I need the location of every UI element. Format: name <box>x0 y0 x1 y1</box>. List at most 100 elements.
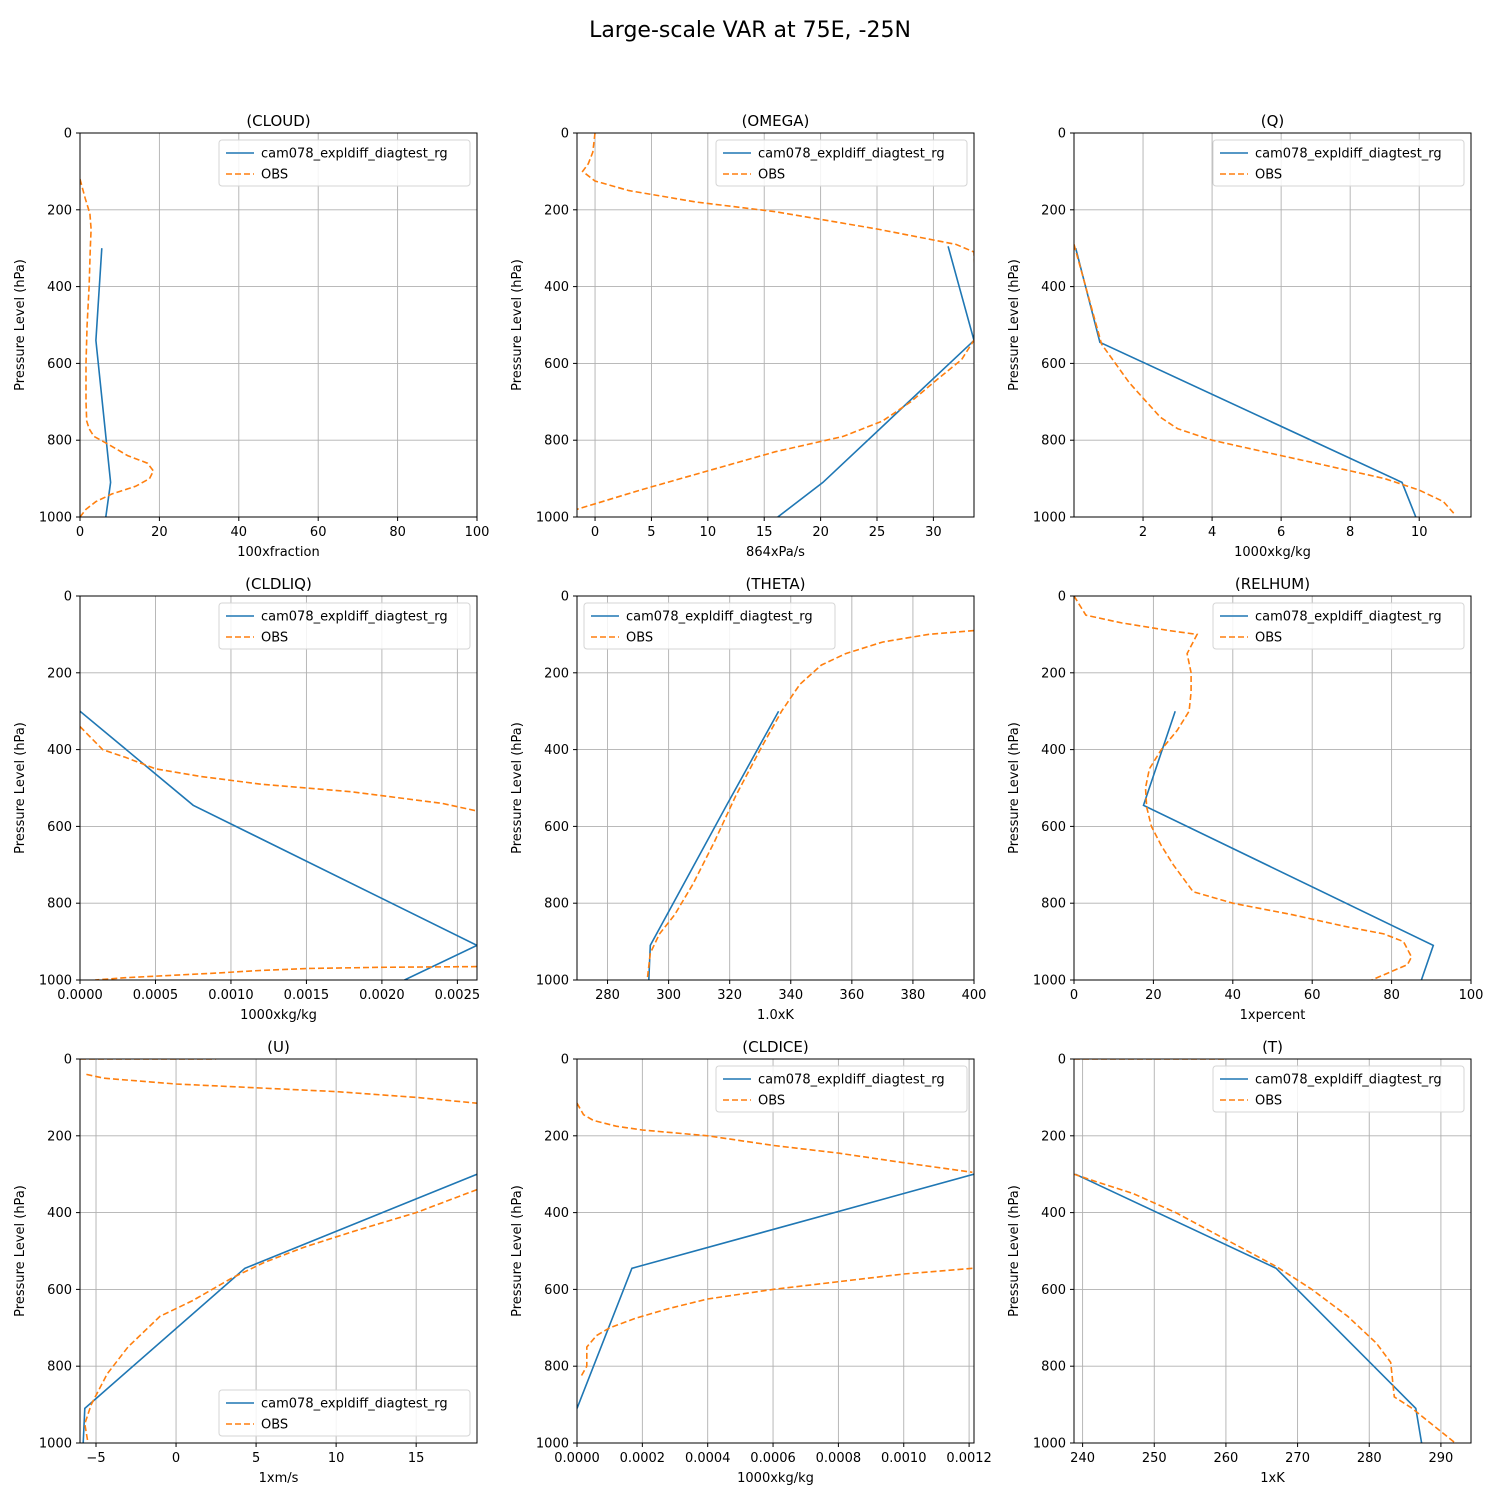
subplot-u: −5 0 5 10 15 0 200 400 600 800 1000 (U) 1xm/s Pressur… <box>13 1038 478 1486</box>
legend-entry-label: OBS <box>1255 631 1282 646</box>
y-tick-label: 800 <box>544 1360 569 1375</box>
obs-series-line <box>646 629 974 980</box>
legend-entry-label: cam078_expldiff_diagtest_rg <box>1255 147 1442 162</box>
x-tick-label: 360 <box>839 988 864 1003</box>
x-tick-label: 0.0008 <box>816 1451 862 1466</box>
y-tick-label: 1000 <box>536 1437 569 1452</box>
x-tick-label: 0 <box>172 1451 180 1466</box>
x-tick-label: 20 <box>1145 988 1162 1003</box>
figure-title: Large-scale VAR at 75E, -25N <box>589 18 911 43</box>
y-axis-label: Pressure Level (hPa) <box>510 722 525 854</box>
x-tick-label: 0.0000 <box>57 988 103 1003</box>
legend-entry-label: OBS <box>1255 1094 1282 1109</box>
x-axis-label: 1.0xK <box>757 1008 794 1023</box>
x-tick-label: 0.0010 <box>208 988 254 1003</box>
subplot-omega: 0 5 10 15 20 25 30 0 200 400 600 800 1000 (OMEGA) 864x… <box>510 112 975 560</box>
legend-entry-label: OBS <box>261 631 288 646</box>
x-tick-label: 0.0020 <box>359 988 405 1003</box>
legend: cam078_expldiff_diagtest_rg OBS <box>583 602 836 650</box>
obs-series-line <box>1074 244 1455 514</box>
obs-series-line <box>579 1267 973 1379</box>
x-tick-label: −5 <box>86 1451 105 1466</box>
legend-entry-label: cam078_expldiff_diagtest_rg <box>1255 1073 1442 1088</box>
legend-box <box>1212 139 1465 187</box>
y-tick-label: 800 <box>47 897 72 912</box>
subplot-title: (OMEGA) <box>742 112 810 130</box>
legend: cam078_expldiff_diagtest_rg OBS <box>1212 602 1465 650</box>
y-tick-label: 0 <box>561 127 569 142</box>
legend-box <box>715 1065 968 1113</box>
legend-entry-label: cam078_expldiff_diagtest_rg <box>626 610 813 625</box>
x-tick-label: 300 <box>656 988 681 1003</box>
y-tick-label: 200 <box>1041 666 1066 681</box>
y-tick-label: 1000 <box>39 974 72 989</box>
obs-series-line <box>577 1102 973 1174</box>
model-series-line <box>95 248 112 517</box>
axes-frame <box>1073 595 1472 981</box>
series-group <box>577 133 974 517</box>
subplot-cloud: 0 20 40 60 80 10002004006008001000(CLOUD)100x… <box>13 112 489 560</box>
legend: cam078_expldiff_diagtest_rg OBS <box>1212 1065 1465 1113</box>
y-tick-label: 400 <box>1041 280 1066 295</box>
x-tick-label: 20 <box>812 525 829 540</box>
x-tick-label: 340 <box>778 988 803 1003</box>
x-tick-label: 240 <box>1070 1451 1095 1466</box>
x-tick-label: 0 <box>591 525 599 540</box>
y-axis-label: Pressure Level (hPa) <box>1007 259 1022 391</box>
y-tick-label: 200 <box>544 666 569 681</box>
y-tick-label: 600 <box>47 1283 72 1298</box>
x-tick-label: 25 <box>869 525 886 540</box>
y-tick-label: 600 <box>544 820 569 835</box>
legend-entry-label: cam078_expldiff_diagtest_rg <box>1255 610 1442 625</box>
subplot-t: 240 250 260 270 280 290 0 200 400 600 800 1000 (T) 1x… <box>1007 1038 1472 1486</box>
x-axis-label: 1xK <box>1260 1471 1285 1486</box>
x-tick-label: 260 <box>1214 1451 1239 1466</box>
x-tick-label: 5 <box>252 1451 260 1466</box>
series-group <box>1074 1059 1456 1443</box>
model-series-line <box>577 1173 974 1409</box>
legend-entry-label: OBS <box>758 1094 785 1109</box>
x-axis-label: 1xm/s <box>259 1471 299 1486</box>
x-axis-label: 864xPa/s <box>746 545 805 560</box>
legend: cam078_expldiff_diagtest_rg OBS <box>218 139 471 187</box>
x-tick-label: 4 <box>1208 525 1216 540</box>
y-tick-label: 200 <box>544 203 569 218</box>
subplot-theta: 280 300 320 340 360 380 400 0 200 400 600 800 1000 (T… <box>510 575 986 1023</box>
obs-series-line <box>83 1188 477 1443</box>
x-tick-label: 0.0010 <box>881 1451 927 1466</box>
axes-frame <box>1073 1058 1472 1444</box>
legend-entry-label: OBS <box>261 168 288 183</box>
y-tick-label: 600 <box>544 357 569 372</box>
x-axis-label: 1000xkg/kg <box>240 1008 317 1023</box>
y-axis-label: Pressure Level (hPa) <box>13 722 28 854</box>
x-tick-label: 15 <box>756 525 773 540</box>
x-axis-label: 1000xkg/kg <box>1234 545 1311 560</box>
axes-frame <box>79 1058 478 1444</box>
y-tick-label: 400 <box>544 280 569 295</box>
y-tick-label: 0 <box>561 1053 569 1068</box>
legend-entry-label: cam078_expldiff_diagtest_rg <box>758 147 945 162</box>
legend-entry-label: OBS <box>261 1418 288 1433</box>
y-tick-label: 400 <box>1041 743 1066 758</box>
x-tick-label: 320 <box>717 988 742 1003</box>
legend: cam078_expldiff_diagtest_rg OBS <box>1212 139 1465 187</box>
model-series-line <box>1074 248 1417 517</box>
subplot-q: 2 4 6 8 10 0 200 400 600 800 1000 (Q) 1000xkg/kg Pres… <box>1007 112 1472 560</box>
x-tick-label: 100 <box>465 525 490 540</box>
legend-box <box>1212 602 1465 650</box>
y-tick-label: 0 <box>1058 1053 1066 1068</box>
subplot-relhum: 0 20 40 60 80 10002004006008001000(RELHUM)1xp… <box>1007 575 1483 1023</box>
y-tick-label: 200 <box>47 1129 72 1144</box>
x-tick-label: 8 <box>1346 525 1354 540</box>
legend-entry-label: cam078_expldiff_diagtest_rg <box>261 1397 448 1412</box>
y-tick-label: 600 <box>47 357 72 372</box>
legend-box <box>218 1389 471 1437</box>
y-tick-label: 1000 <box>39 1437 72 1452</box>
y-tick-label: 0 <box>64 1053 72 1068</box>
y-tick-label: 600 <box>1041 1283 1066 1298</box>
y-tick-label: 0 <box>64 590 72 605</box>
axes-frame <box>79 132 478 518</box>
y-tick-label: 1000 <box>1033 511 1066 526</box>
y-axis-label: Pressure Level (hPa) <box>13 1185 28 1317</box>
